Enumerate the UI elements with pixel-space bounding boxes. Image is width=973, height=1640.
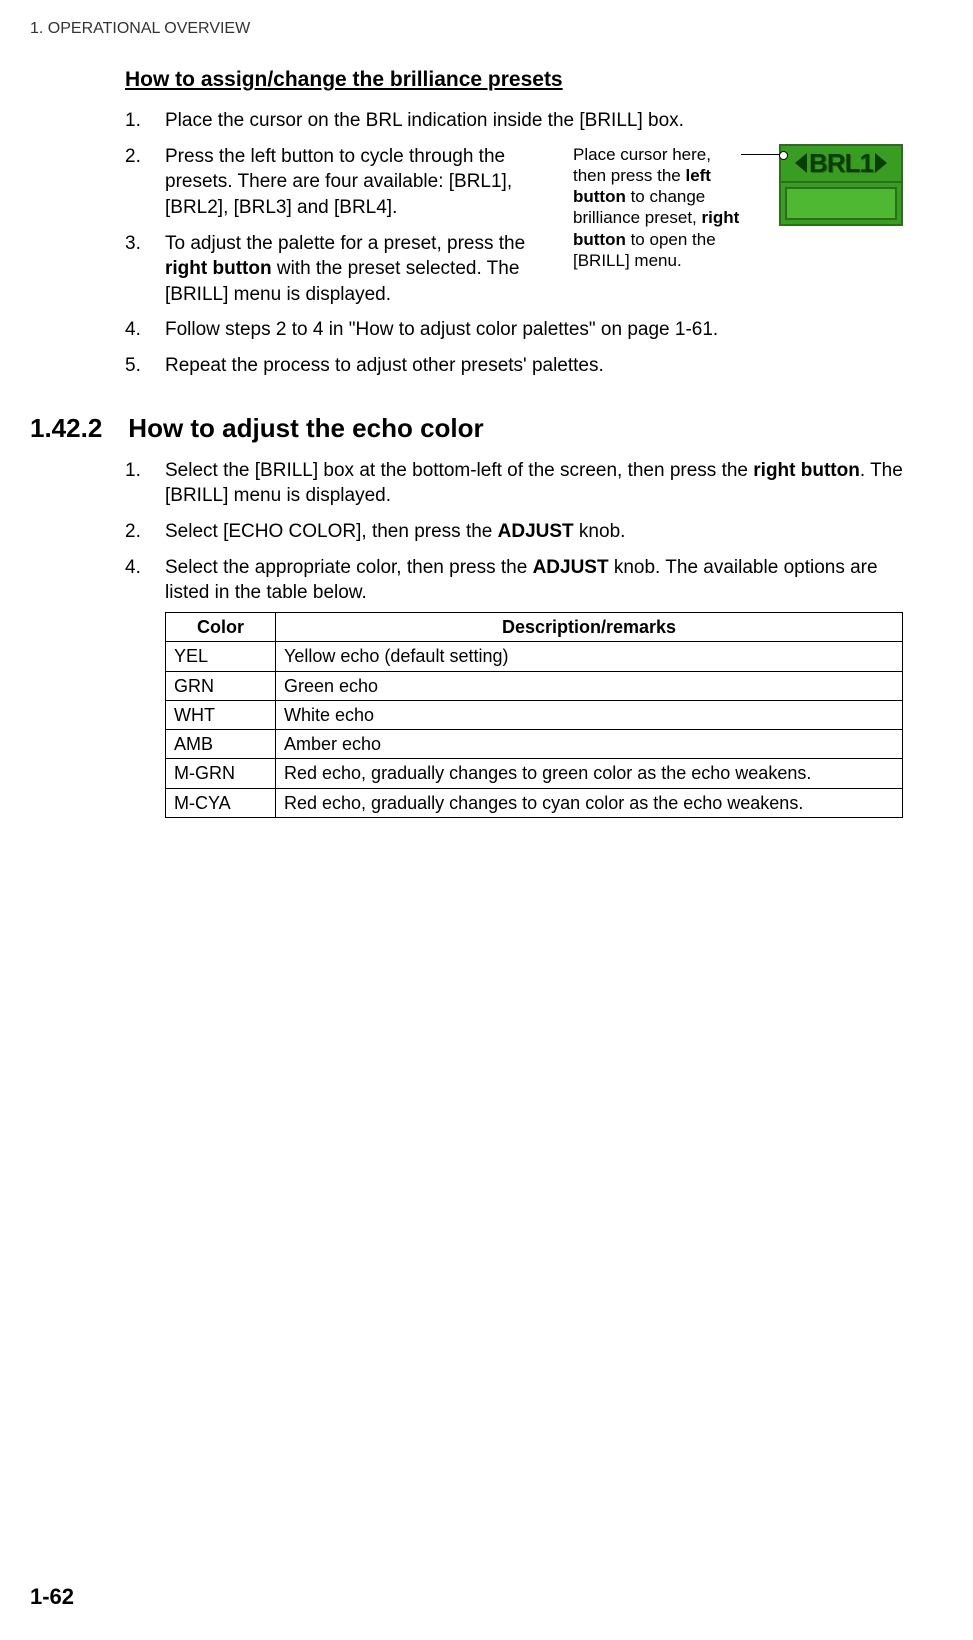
brl-left-arrow-icon: [795, 153, 807, 173]
echo-steps: Select the [BRILL] box at the bottom-lef…: [125, 458, 903, 818]
brl-bottom-panel: [785, 187, 897, 220]
table-header-row: Color Description/remarks: [166, 612, 903, 641]
table-row: WHTWhite echo: [166, 700, 903, 729]
chapter-header: 1. OPERATIONAL OVERVIEW: [30, 20, 903, 38]
echo-step-3: Select the appropriate color, then press…: [125, 555, 903, 818]
step-1: Place the cursor on the BRL indication i…: [125, 108, 903, 134]
presets-steps: Place the cursor on the BRL indication i…: [125, 108, 903, 379]
step-2: 2. Press the left button to cycle throug…: [125, 144, 559, 221]
echo-step-1: Select the [BRILL] box at the bottom-lef…: [125, 458, 903, 509]
table-row: M-CYARed echo, gradually changes to cyan…: [166, 788, 903, 817]
brl-top-row: BRL1: [781, 146, 901, 183]
table-row: AMBAmber echo: [166, 730, 903, 759]
callout-connector: [741, 154, 785, 156]
step-4: Follow steps 2 to 4 in "How to adjust co…: [125, 317, 903, 343]
page-number: 1-62: [30, 1584, 74, 1610]
table-row: YELYellow echo (default setting): [166, 642, 903, 671]
subsection-number: 1.42.2: [30, 413, 102, 444]
echo-color-table: Color Description/remarks YELYellow echo…: [165, 612, 903, 818]
step-2-3-group: 2. Press the left button to cycle throug…: [125, 144, 903, 308]
step-5: Repeat the process to adjust other prese…: [125, 353, 903, 379]
presets-heading: How to assign/change the brilliance pres…: [125, 68, 903, 92]
col-desc: Description/remarks: [276, 612, 903, 641]
table-row: GRNGreen echo: [166, 671, 903, 700]
brl-box-graphic: BRL1: [779, 144, 903, 226]
subsection-title: How to adjust the echo color: [128, 413, 483, 444]
brl-right-arrow-icon: [875, 153, 887, 173]
table-row: M-GRNRed echo, gradually changes to gree…: [166, 759, 903, 788]
col-color: Color: [166, 612, 276, 641]
echo-step-2: Select [ECHO COLOR], then press the ADJU…: [125, 519, 903, 545]
step-3: 3. To adjust the palette for a preset, p…: [125, 231, 559, 308]
brl-label: BRL1: [809, 146, 873, 181]
brl-callout-text: Place cursor here, then press the left b…: [573, 144, 743, 272]
